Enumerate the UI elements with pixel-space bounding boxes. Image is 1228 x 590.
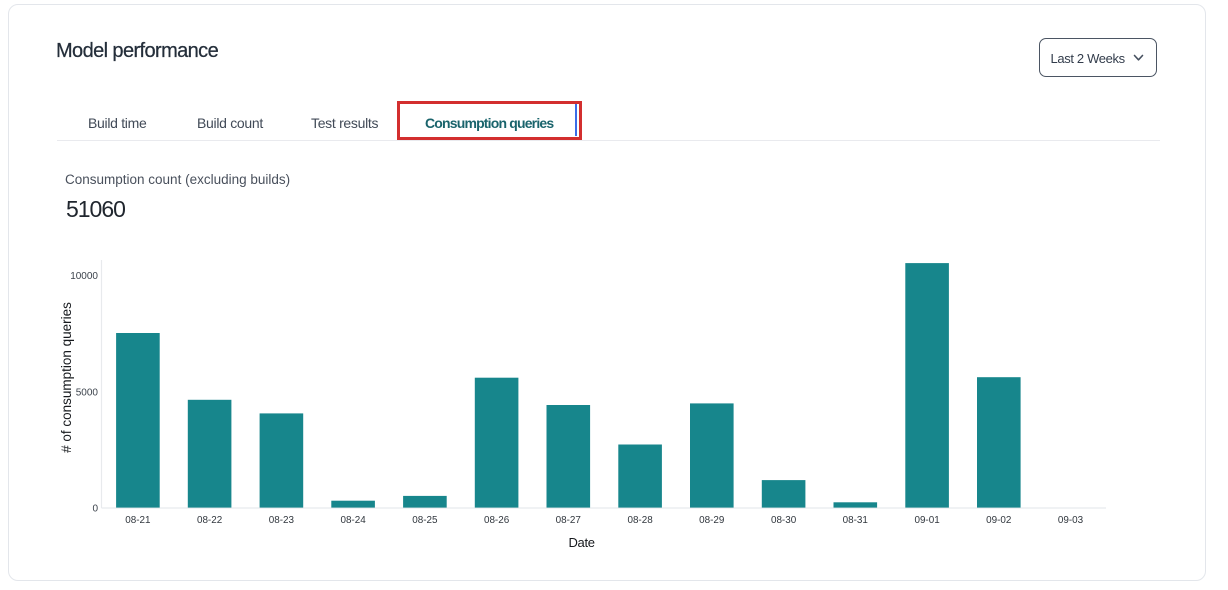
svg-text:08-24: 08-24: [340, 515, 366, 526]
svg-text:08-31: 08-31: [843, 515, 869, 526]
svg-text:10000: 10000: [70, 271, 98, 282]
svg-text:08-27: 08-27: [556, 515, 581, 526]
svg-text:08-25: 08-25: [412, 515, 438, 526]
svg-text:08-21: 08-21: [125, 515, 151, 526]
svg-text:# of consumption queries: # of consumption queries: [59, 302, 74, 453]
svg-text:09-02: 09-02: [986, 515, 1011, 526]
svg-text:08-22: 08-22: [197, 515, 222, 526]
svg-text:09-01: 09-01: [914, 515, 940, 526]
svg-text:08-29: 08-29: [699, 515, 725, 526]
svg-text:0: 0: [92, 504, 98, 515]
svg-text:08-28: 08-28: [627, 515, 653, 526]
svg-text:09-03: 09-03: [1058, 515, 1084, 526]
svg-text:08-23: 08-23: [269, 515, 295, 526]
svg-text:5000: 5000: [76, 387, 99, 398]
svg-text:08-26: 08-26: [484, 515, 510, 526]
svg-text:08-30: 08-30: [771, 515, 797, 526]
svg-text:Date: Date: [568, 535, 594, 550]
